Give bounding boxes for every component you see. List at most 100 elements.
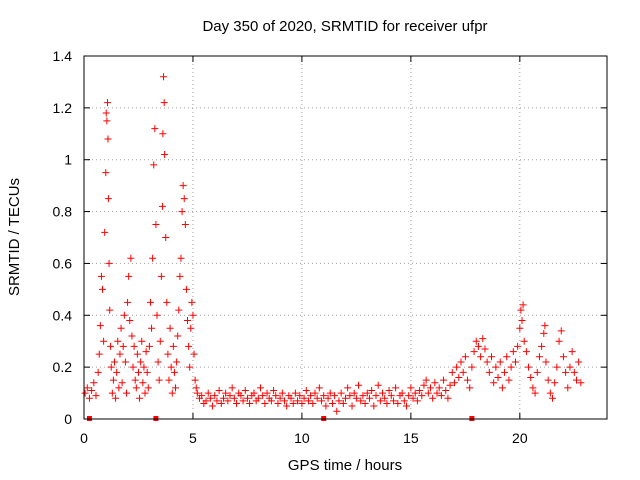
data-point — [553, 363, 561, 371]
data-point — [148, 324, 156, 332]
data-point — [263, 389, 271, 397]
data-point — [261, 399, 269, 407]
data-point — [187, 324, 195, 332]
data-point — [94, 368, 102, 376]
x-tick-label: 5 — [189, 430, 197, 446]
data-point — [468, 363, 476, 371]
data-point — [270, 386, 278, 394]
data-point — [359, 392, 367, 400]
data-point — [496, 358, 504, 366]
data-point — [433, 389, 441, 397]
data-point — [355, 381, 363, 389]
data-point — [337, 389, 345, 397]
data-point — [138, 337, 146, 345]
data-point — [184, 316, 192, 324]
data-point — [107, 363, 115, 371]
y-tick-label: 1.2 — [53, 100, 73, 116]
data-point — [411, 389, 419, 397]
data-point — [272, 392, 280, 400]
data-point — [168, 389, 176, 397]
data-point — [398, 389, 406, 397]
data-point — [180, 195, 188, 203]
data-point — [309, 399, 317, 407]
data-point — [129, 363, 137, 371]
data-point — [226, 392, 234, 400]
data-point — [158, 202, 166, 210]
data-point — [188, 298, 196, 306]
data-point — [126, 316, 134, 324]
data-point — [394, 399, 402, 407]
data-point — [387, 392, 395, 400]
data-point — [90, 379, 98, 387]
data-points — [81, 73, 585, 415]
y-ticks: 0 0.2 0.4 0.6 0.8 1 1.2 1.4 — [53, 48, 607, 427]
data-point — [392, 384, 400, 392]
data-point — [104, 99, 112, 107]
data-point — [407, 384, 415, 392]
x-tick-label: 0 — [80, 430, 88, 446]
data-point — [181, 221, 189, 229]
data-point — [103, 117, 111, 125]
data-point — [182, 285, 190, 293]
data-point — [164, 350, 172, 358]
data-point — [549, 394, 557, 402]
data-point — [211, 392, 219, 400]
data-point — [127, 254, 135, 262]
data-point — [420, 381, 428, 389]
data-point — [85, 394, 93, 402]
data-point — [444, 394, 452, 402]
data-point — [243, 394, 251, 402]
data-point — [204, 389, 212, 397]
data-point — [122, 389, 130, 397]
chart-title: Day 350 of 2020, SRMTID for receiver ufp… — [202, 18, 487, 35]
data-point — [464, 376, 472, 384]
data-point — [450, 379, 458, 387]
data-point — [477, 353, 485, 361]
data-point — [134, 368, 142, 376]
y-axis-label: SRMTID / TECUs — [6, 178, 23, 296]
data-point — [461, 353, 469, 361]
data-point — [457, 358, 465, 366]
data-point — [100, 337, 108, 345]
data-point — [259, 392, 267, 400]
data-point — [120, 311, 128, 319]
data-point — [418, 392, 426, 400]
data-point — [520, 337, 528, 345]
data-point — [409, 394, 417, 402]
data-point — [422, 376, 430, 384]
x-axis-label: GPS time / hours — [288, 457, 402, 474]
data-point — [483, 358, 491, 366]
y-tick-label: 0.2 — [53, 359, 73, 375]
plot-frame — [83, 55, 608, 420]
data-point — [83, 384, 91, 392]
data-point — [440, 376, 448, 384]
data-point — [186, 363, 194, 371]
data-point — [156, 337, 164, 345]
data-point — [117, 324, 125, 332]
data-point — [525, 363, 533, 371]
data-point — [381, 394, 389, 402]
data-point — [383, 399, 391, 407]
data-point — [160, 99, 168, 107]
data-point — [215, 386, 223, 394]
data-point — [152, 221, 160, 229]
data-point — [88, 386, 96, 394]
data-point — [470, 348, 478, 356]
data-point — [217, 399, 225, 407]
data-point — [372, 392, 380, 400]
data-point — [96, 322, 104, 330]
data-point — [176, 272, 184, 280]
data-point — [507, 363, 515, 371]
data-point — [267, 397, 275, 405]
data-point — [228, 384, 236, 392]
data-point — [385, 386, 393, 394]
data-point — [97, 272, 105, 280]
data-point — [219, 394, 227, 402]
data-point — [442, 386, 450, 394]
data-point — [144, 384, 152, 392]
data-point — [488, 353, 496, 361]
y-tick-label: 0.6 — [53, 255, 73, 271]
y-tick-label: 0.8 — [53, 204, 73, 220]
data-point — [514, 342, 522, 350]
data-point — [139, 379, 147, 387]
